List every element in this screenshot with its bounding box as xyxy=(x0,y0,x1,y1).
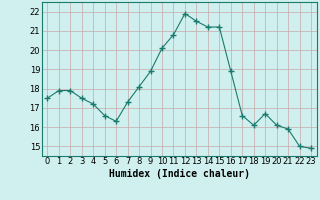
X-axis label: Humidex (Indice chaleur): Humidex (Indice chaleur) xyxy=(109,169,250,179)
